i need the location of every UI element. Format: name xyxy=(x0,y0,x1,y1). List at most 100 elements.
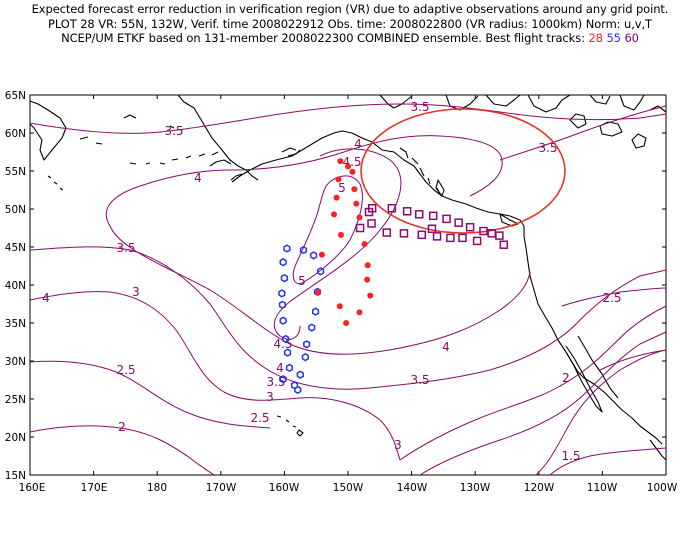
verification-region-circle xyxy=(360,108,566,234)
track-60-marker xyxy=(458,233,467,243)
lat-label: 35N xyxy=(5,318,26,330)
track-55-marker xyxy=(308,323,316,332)
track-60-marker xyxy=(495,231,504,240)
title-line-2: PLOT 28 VR: 55N, 132W, Verif. time 20080… xyxy=(48,16,652,31)
track-28-marker xyxy=(367,292,374,299)
track-28-marker xyxy=(335,176,342,183)
contour-label: 3 xyxy=(132,285,140,299)
track-28-marker xyxy=(361,240,368,247)
track-55-label: 55 xyxy=(606,31,621,45)
track-28-marker xyxy=(337,158,344,165)
track-60-marker xyxy=(479,226,488,236)
lon-label: 110W xyxy=(587,482,618,494)
lat-label: 65N xyxy=(5,90,26,102)
track-55-marker xyxy=(310,251,318,260)
track-55-marker xyxy=(279,375,287,384)
track-55-marker xyxy=(279,316,287,325)
contour-label: 3 xyxy=(394,438,402,452)
track-28-marker xyxy=(356,214,363,221)
lon-label: 100W xyxy=(647,482,678,494)
lat-label: 20N xyxy=(5,432,26,444)
lon-label: 170W xyxy=(206,482,237,494)
track-60-marker xyxy=(432,232,442,241)
lon-label: 170E xyxy=(81,482,108,494)
track-28-marker xyxy=(338,231,345,238)
track-60-marker xyxy=(387,203,397,213)
plot-frame xyxy=(29,94,667,476)
track-55-marker xyxy=(282,334,290,344)
longitude-labels: 160E 170E 180 170W 160W 150W 140W 130W 1… xyxy=(19,482,678,494)
track-28-marker xyxy=(364,262,371,269)
contour-label: 4 xyxy=(442,340,450,354)
contour-label: 4 xyxy=(354,137,362,151)
track-28-marker xyxy=(364,276,371,283)
contour-label: 5 xyxy=(298,274,306,288)
lon-label: 150W xyxy=(333,482,364,494)
track-28-marker xyxy=(318,251,325,258)
track-55-marker xyxy=(299,245,308,255)
track-60-marker xyxy=(417,230,427,240)
track-60-marker xyxy=(367,219,376,228)
contour-label: 2.5 xyxy=(602,291,621,305)
track-60-marker xyxy=(402,207,412,216)
track-28-marker xyxy=(356,309,363,316)
track-28-marker xyxy=(343,320,350,326)
flight-track-28 xyxy=(315,158,374,326)
lat-label: 60N xyxy=(5,128,26,140)
track-60-marker xyxy=(427,224,437,234)
lat-label: 50N xyxy=(5,204,26,216)
track-55-marker xyxy=(279,258,287,267)
lat-label: 15N xyxy=(5,470,26,482)
title-line-1: Expected forecast error reduction in ver… xyxy=(31,2,669,16)
contour-label: 3.5 xyxy=(410,100,429,114)
track-60-marker xyxy=(364,207,374,217)
contour-label: 4 xyxy=(276,361,284,375)
track-55-marker xyxy=(296,370,304,379)
contour-label: 4 xyxy=(194,171,202,185)
track-55-marker xyxy=(285,363,294,372)
contour-label: 1.5 xyxy=(561,449,580,463)
track-55-marker xyxy=(278,289,286,298)
track-60-marker xyxy=(442,214,451,224)
contour-label: 3 xyxy=(266,390,274,404)
track-60-marker xyxy=(399,229,409,238)
track-28-marker xyxy=(333,194,340,201)
contour-label: 2.5 xyxy=(116,363,135,377)
track-28-marker xyxy=(315,289,322,296)
track-60-marker xyxy=(355,223,365,233)
track-28-marker xyxy=(336,303,343,310)
axis-ticks xyxy=(29,94,667,476)
track-28-marker xyxy=(345,163,351,170)
contour-label: 3.5 xyxy=(538,141,557,155)
title-line-3: NCEP/UM ETKF based on 131-member 2008022… xyxy=(0,31,700,46)
track-55-marker xyxy=(311,307,320,316)
lon-label: 120W xyxy=(524,482,555,494)
contour-label: 2.5 xyxy=(250,411,269,425)
lat-label: 55N xyxy=(5,166,26,178)
track-55-marker xyxy=(278,300,287,309)
title-line-3-text: NCEP/UM ETKF based on 131-member 2008022… xyxy=(61,31,585,45)
contour-labels: 3.5 3.5 3.5 4 4 4.5 5 3.5 4 3 5 4.5 4 4 … xyxy=(42,100,621,463)
lon-label: 160W xyxy=(269,482,300,494)
track-28-marker xyxy=(351,186,358,193)
contour-label: 4 xyxy=(42,291,50,305)
contour-label: 3.5 xyxy=(410,373,429,387)
track-55-marker xyxy=(317,267,325,276)
track-60-marker xyxy=(414,210,424,219)
track-60-marker xyxy=(382,228,392,237)
flight-track-55 xyxy=(278,244,325,395)
flight-track-60 xyxy=(355,203,509,249)
contour-label: 3.5 xyxy=(164,124,183,138)
contour-label: 2 xyxy=(562,371,570,385)
lat-label: 40N xyxy=(5,280,26,292)
track-28-label: 28 xyxy=(588,31,603,45)
contour-lines xyxy=(29,103,667,476)
track-60-marker xyxy=(472,236,482,246)
track-55-marker xyxy=(283,348,292,357)
map-title: Expected forecast error reduction in ver… xyxy=(0,2,700,46)
lon-label: 160E xyxy=(19,482,46,494)
track-60-marker xyxy=(446,233,455,243)
track-60-marker xyxy=(465,222,475,232)
contour-label: 3.5 xyxy=(116,241,135,255)
